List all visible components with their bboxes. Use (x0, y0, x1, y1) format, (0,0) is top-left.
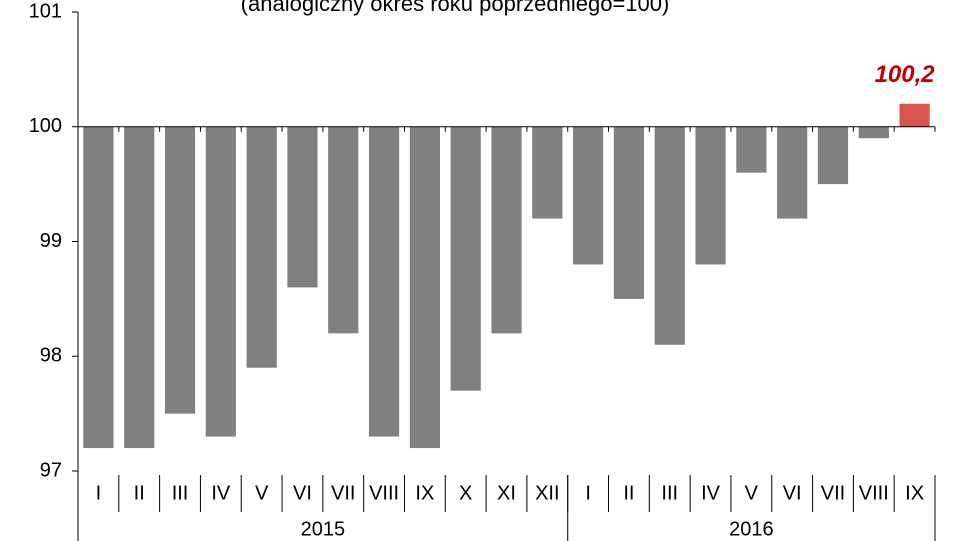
y-tick-label: 100 (29, 115, 62, 137)
x-tick-label: VIII (369, 482, 399, 504)
bar (246, 126, 277, 368)
x-tick-label: IV (211, 482, 231, 504)
bar (205, 126, 236, 437)
bar (328, 126, 359, 334)
data-label: 100,2 (875, 61, 936, 88)
bar (573, 126, 604, 265)
x-tick-label: VI (293, 482, 312, 504)
bar (858, 126, 889, 139)
x-tick-label: VII (821, 482, 845, 504)
bar (450, 126, 481, 391)
bar (777, 126, 808, 219)
x-tick-label: II (134, 482, 145, 504)
x-tick-label: I (96, 482, 102, 504)
x-tick-label: V (255, 482, 269, 504)
bar (736, 126, 767, 173)
x-tick-label: XI (497, 482, 516, 504)
bar (368, 126, 400, 437)
x-tick-label: VIII (859, 482, 889, 504)
y-tick-label: 101 (29, 0, 62, 22)
x-tick-label: XII (535, 482, 559, 504)
bar (83, 126, 114, 449)
bar (491, 126, 522, 334)
bar (899, 103, 930, 127)
bar (613, 126, 645, 299)
bar (287, 126, 318, 288)
x-tick-label: I (585, 482, 591, 504)
bar (817, 126, 849, 185)
x-tick-label: V (745, 482, 759, 504)
chart-subtitle: (analogiczny okres roku poprzedniego=100… (241, 0, 670, 16)
y-tick-label: 99 (40, 230, 62, 252)
group-label: 2016 (729, 518, 774, 540)
x-tick-label: II (623, 482, 634, 504)
x-tick-label: IV (701, 482, 721, 504)
y-tick-label: 97 (40, 459, 62, 481)
x-tick-label: X (459, 482, 472, 504)
x-tick-label: IX (905, 482, 924, 504)
bar (695, 126, 726, 265)
group-label: 2015 (301, 518, 346, 540)
bar (532, 126, 563, 219)
bar (409, 126, 440, 449)
bar (124, 126, 155, 449)
x-tick-label: VI (783, 482, 802, 504)
bar (164, 126, 196, 414)
x-tick-label: III (661, 482, 678, 504)
x-tick-label: III (172, 482, 189, 504)
x-tick-label: VII (331, 482, 355, 504)
bar (654, 126, 685, 345)
y-tick-label: 98 (40, 345, 62, 367)
x-tick-label: IX (415, 482, 434, 504)
